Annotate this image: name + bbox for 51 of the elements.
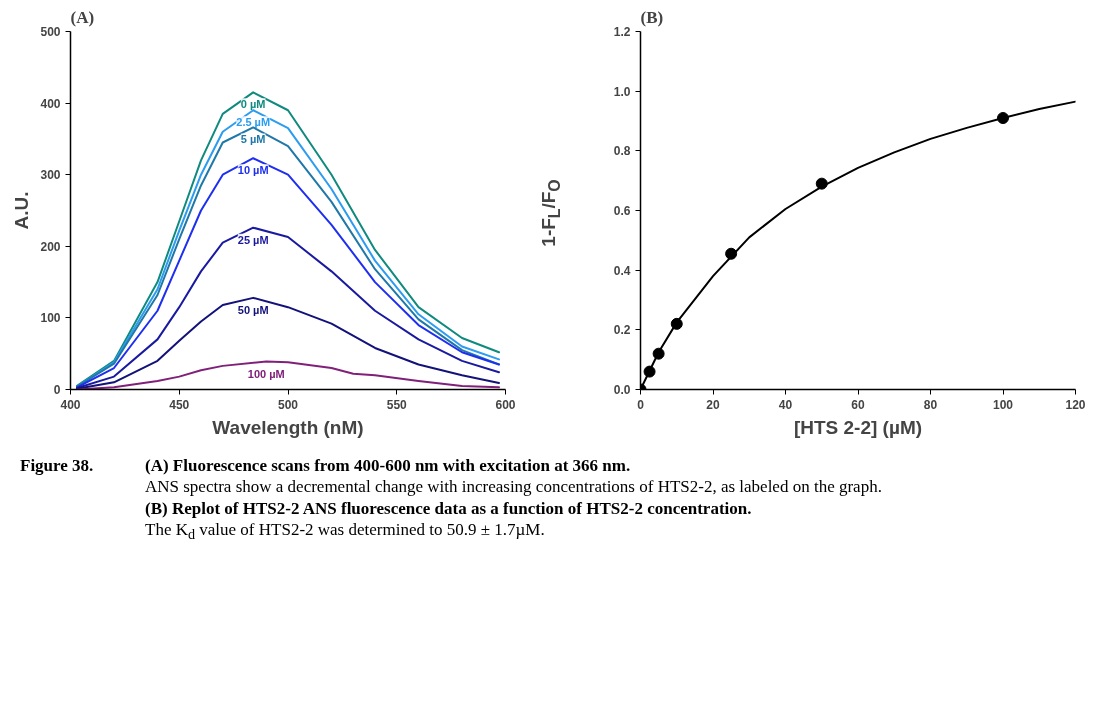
y-tick-label: 500 xyxy=(40,25,61,39)
text: The K$_{d}$ value of HTS2-2 was determined to 50.9 ± 1.7µM. xyxy=(145,518,546,544)
x-axis-title: Wavelength (nM) xyxy=(212,416,364,438)
line-series xyxy=(76,226,500,390)
text: ANS spectra show a decremental change with increasing concentrations of HTS2-2, as labeled on the graph. xyxy=(145,476,882,498)
line-series xyxy=(76,360,500,390)
chart-title: (A) xyxy=(70,7,95,27)
x-tick-label: 80 xyxy=(923,397,938,412)
y-tick-label: 300 xyxy=(40,168,61,183)
x-tick-label: 120 xyxy=(1065,397,1086,412)
point xyxy=(652,347,665,360)
x-tick-label: 450 xyxy=(169,397,190,412)
y-tick-label: 0.2 xyxy=(613,323,631,338)
y-tick-label: 100 xyxy=(40,311,61,326)
series-label: 25 µM xyxy=(237,233,269,246)
y-tick-label: 0.4 xyxy=(613,263,631,278)
series-label: 2.5 µM xyxy=(236,116,271,129)
x-tick-label: 550 xyxy=(386,397,408,412)
point xyxy=(643,365,656,378)
y-tick-label: 0.0 xyxy=(613,383,631,397)
y-tick-label: 1.0 xyxy=(613,84,631,99)
text: (A) Fluorescence scans from 400-600 nm with excitation at 366 nm. xyxy=(145,455,632,477)
y-axis-title: A.U. xyxy=(11,191,33,230)
x-tick-label: 0 xyxy=(637,397,645,412)
y-tick-label: 0.8 xyxy=(613,144,631,159)
x-tick-label: 100 xyxy=(992,397,1014,412)
series-label: 5 µM xyxy=(240,133,266,146)
series-label: 0 µM xyxy=(240,98,266,111)
series-label: 100 µM xyxy=(247,367,285,380)
line-series xyxy=(76,296,500,390)
y-tick-label: 0 xyxy=(53,383,61,397)
y-tick-label: 200 xyxy=(40,239,61,254)
chart-title: (B) xyxy=(640,7,664,27)
x-tick-label: 40 xyxy=(778,397,793,412)
point xyxy=(815,177,828,190)
point xyxy=(725,247,738,260)
series-label: 10 µM xyxy=(237,164,269,177)
x-tick-label: 60 xyxy=(851,397,865,412)
y-tick-label: 400 xyxy=(40,96,61,111)
y-tick-label: 0.6 xyxy=(613,204,631,218)
point xyxy=(670,317,683,330)
x-tick-label: 20 xyxy=(706,397,720,412)
caption: Figure 38. xyxy=(20,455,95,477)
y-tick-label: 1.2 xyxy=(613,25,631,39)
x-tick-label: 600 xyxy=(495,397,516,412)
point xyxy=(997,112,1009,125)
series-label: 50 µM xyxy=(237,303,269,316)
x-axis-title: [HTS 2-2] (µM) xyxy=(793,416,923,438)
x-tick-label: 400 xyxy=(60,397,81,412)
x-tick-label: 500 xyxy=(277,397,299,412)
text: (B) Replot of HTS2-2 ANS fluorescence data as a function of HTS2-2 concentration. xyxy=(145,497,753,519)
